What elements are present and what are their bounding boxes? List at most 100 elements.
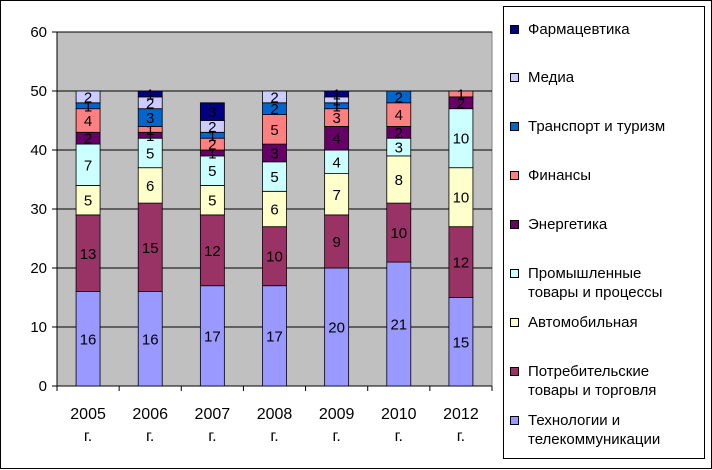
data-label: 2 bbox=[395, 125, 403, 142]
data-label: 4 bbox=[332, 154, 340, 171]
bar-segment bbox=[199, 184, 225, 216]
data-label: 2 bbox=[208, 119, 216, 136]
bar-segment bbox=[386, 90, 412, 104]
data-label: 3 bbox=[395, 140, 403, 157]
data-label: 1 bbox=[332, 98, 340, 115]
bar-segment bbox=[137, 202, 163, 293]
y-tick-label: 30 bbox=[30, 201, 47, 218]
data-label: 5 bbox=[208, 163, 216, 180]
legend-label: Промышленные товары и процессы bbox=[528, 264, 662, 302]
data-label: 4 bbox=[84, 113, 92, 130]
bar-segment bbox=[386, 261, 412, 387]
data-label: 5 bbox=[146, 145, 154, 162]
legend-swatch bbox=[510, 122, 519, 131]
legend-swatch bbox=[510, 171, 519, 180]
bar-segment bbox=[137, 291, 163, 387]
legend-label-line: Промышленные bbox=[528, 265, 642, 282]
data-label: 6 bbox=[146, 178, 154, 195]
x-tick-label: 2009 bbox=[319, 406, 355, 423]
bar-segment bbox=[324, 214, 350, 269]
data-label: 5 bbox=[270, 122, 278, 139]
x-tick-label: 2012 bbox=[443, 406, 479, 423]
bar-segment bbox=[448, 108, 474, 169]
legend: Фармацевтика Медиа Транспорт и туризм Финан… bbox=[503, 6, 705, 459]
legend-swatch bbox=[510, 220, 519, 229]
x-tick-label: г. bbox=[84, 428, 92, 445]
legend-swatch bbox=[510, 318, 519, 327]
legend-swatch bbox=[510, 416, 519, 425]
y-tick-label: 60 bbox=[30, 24, 47, 41]
bar-segment bbox=[324, 90, 350, 98]
y-tick-label: 20 bbox=[30, 260, 47, 277]
legend-label: Автомобильная bbox=[528, 313, 638, 332]
bar-segment bbox=[386, 155, 412, 204]
data-label: 15 bbox=[142, 240, 159, 257]
bar-segment bbox=[75, 214, 101, 292]
bar-segment bbox=[137, 90, 163, 98]
data-label: 17 bbox=[266, 328, 283, 345]
data-label: 2 bbox=[84, 131, 92, 148]
legend-label: Технологии и телекоммуникации bbox=[528, 411, 660, 449]
legend-label: Финансы bbox=[528, 166, 591, 185]
bar-segment bbox=[262, 161, 287, 192]
legend-label-line: Транспорт и туризм bbox=[528, 118, 666, 135]
x-tick-label: г. bbox=[332, 428, 340, 445]
x-tick-label: 2005 bbox=[70, 406, 106, 423]
data-label: 10 bbox=[453, 131, 470, 148]
data-label: 3 bbox=[332, 110, 340, 127]
data-label: 3 bbox=[208, 104, 216, 121]
data-label: 21 bbox=[390, 317, 407, 334]
data-label: 1 bbox=[208, 145, 216, 162]
x-tick-label: г. bbox=[457, 428, 465, 445]
x-tick-label: 2010 bbox=[381, 406, 417, 423]
data-label: 2 bbox=[395, 89, 403, 106]
data-label: 2 bbox=[457, 95, 465, 112]
data-label: 1 bbox=[84, 98, 92, 115]
x-tick-label: г. bbox=[395, 428, 403, 445]
x-tick-label: 2007 bbox=[195, 406, 231, 423]
bar-segment bbox=[75, 184, 101, 216]
legend-swatch bbox=[510, 25, 519, 34]
data-label: 7 bbox=[84, 157, 92, 174]
bar-segment bbox=[137, 137, 163, 169]
legend-label-line: Технологии и bbox=[528, 412, 621, 429]
data-label: 1 bbox=[208, 128, 216, 145]
data-label: 16 bbox=[80, 331, 97, 348]
x-tick-label: 2006 bbox=[132, 406, 168, 423]
data-label: 4 bbox=[332, 131, 340, 148]
x-tick-label: 2008 bbox=[257, 406, 293, 423]
x-tick-label: г. bbox=[146, 428, 154, 445]
bar-segment bbox=[75, 143, 101, 186]
data-label: 5 bbox=[84, 193, 92, 210]
legend-label-line: Финансы bbox=[528, 167, 591, 184]
data-label: 2 bbox=[270, 89, 278, 106]
data-label: 12 bbox=[453, 255, 470, 272]
data-label: 7 bbox=[332, 187, 340, 204]
bar-segment bbox=[324, 173, 350, 216]
data-label: 9 bbox=[332, 234, 340, 251]
data-label: 5 bbox=[270, 169, 278, 186]
data-label: 2 bbox=[146, 95, 154, 112]
legend-label: Медиа bbox=[528, 68, 574, 87]
legend-label-line: Потребительские bbox=[528, 363, 650, 380]
legend-swatch bbox=[510, 269, 519, 278]
data-label: 13 bbox=[80, 246, 97, 263]
y-tick-label: 40 bbox=[30, 142, 47, 159]
bar-segment bbox=[386, 202, 412, 263]
data-label: 1 bbox=[332, 92, 340, 109]
data-label: 5 bbox=[208, 193, 216, 210]
y-tick-label: 0 bbox=[39, 378, 47, 395]
data-label: 10 bbox=[266, 249, 283, 266]
data-label: 10 bbox=[390, 225, 407, 242]
data-label: 1 bbox=[332, 86, 340, 103]
x-tick-label: г. bbox=[208, 428, 216, 445]
data-label: 8 bbox=[395, 172, 403, 189]
legend-label-line: телекоммуникации bbox=[528, 431, 661, 448]
data-label: 3 bbox=[270, 145, 278, 162]
data-label: 16 bbox=[142, 331, 159, 348]
data-label: 4 bbox=[395, 107, 403, 124]
bar-segment bbox=[448, 226, 474, 298]
data-label: 15 bbox=[453, 334, 470, 351]
data-label: 17 bbox=[204, 328, 221, 345]
